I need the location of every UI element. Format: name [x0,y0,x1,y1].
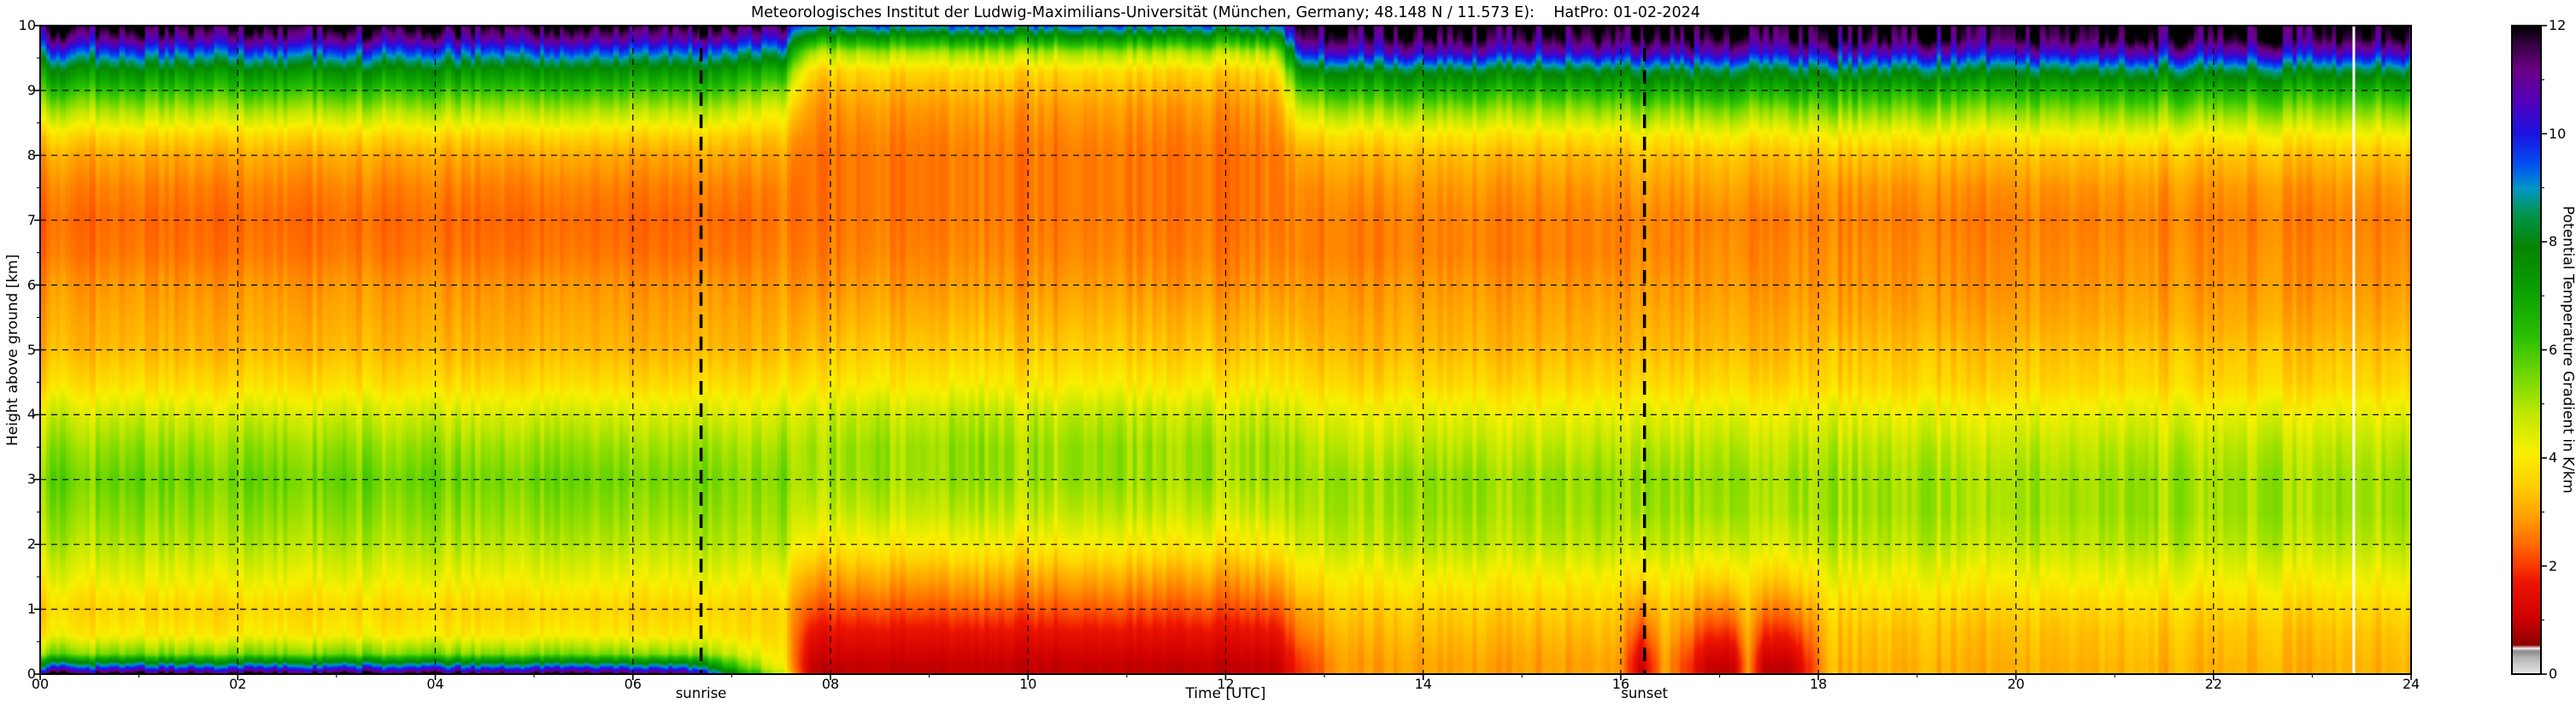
colorbar-tick-label: 10 [2549,125,2567,142]
x-tick-label: 12 [1217,676,1235,692]
x-tick-label: 04 [426,676,444,692]
sunrise-label: sunrise [675,685,727,701]
y-tick-label: 3 [26,471,36,488]
x-tick-label: 20 [2007,676,2025,692]
chart-title: Meteorologisches Institut der Ludwig-Max… [751,4,1700,21]
y-tick-label: 6 [26,276,36,293]
colorbar-canvas [2512,26,2541,674]
x-tick-label: 16 [1611,676,1630,692]
y-tick-label: 0 [26,666,36,682]
x-tick-label: 02 [229,676,247,692]
x-tick-label: 06 [624,676,642,692]
colorbar-tick-label: 12 [2549,17,2567,33]
y-tick-label: 10 [18,17,36,33]
colorbar-label: Potential Temperature Gradient in K/km [2559,206,2576,494]
x-tick-label: 24 [2402,676,2421,692]
sunset-label: sunset [1621,685,1669,701]
x-tick-label: 08 [821,676,840,692]
x-axis-label: Time [UTC] [1185,685,1266,702]
x-tick-label: 22 [2204,676,2222,692]
y-tick-label: 8 [26,146,36,163]
colorbar-tick-label: 6 [2549,341,2558,358]
colorbar-tick-label: 4 [2549,449,2558,466]
heatmap-canvas [40,26,2411,674]
y-tick-label: 7 [26,211,36,228]
colorbar-tick-label: 8 [2549,233,2558,249]
y-tick-label: 4 [26,406,36,423]
colorbar-tick-label: 2 [2549,557,2558,574]
colorbar-tick-label: 0 [2549,666,2558,682]
y-tick-label: 2 [26,536,36,553]
x-tick-label: 18 [1810,676,1828,692]
x-tick-label: 10 [1019,676,1037,692]
y-tick-label: 5 [26,341,36,358]
y-tick-label: 1 [26,601,36,618]
x-tick-label: 14 [1414,676,1432,692]
y-tick-label: 9 [26,81,36,98]
x-tick-label: 00 [31,676,50,692]
